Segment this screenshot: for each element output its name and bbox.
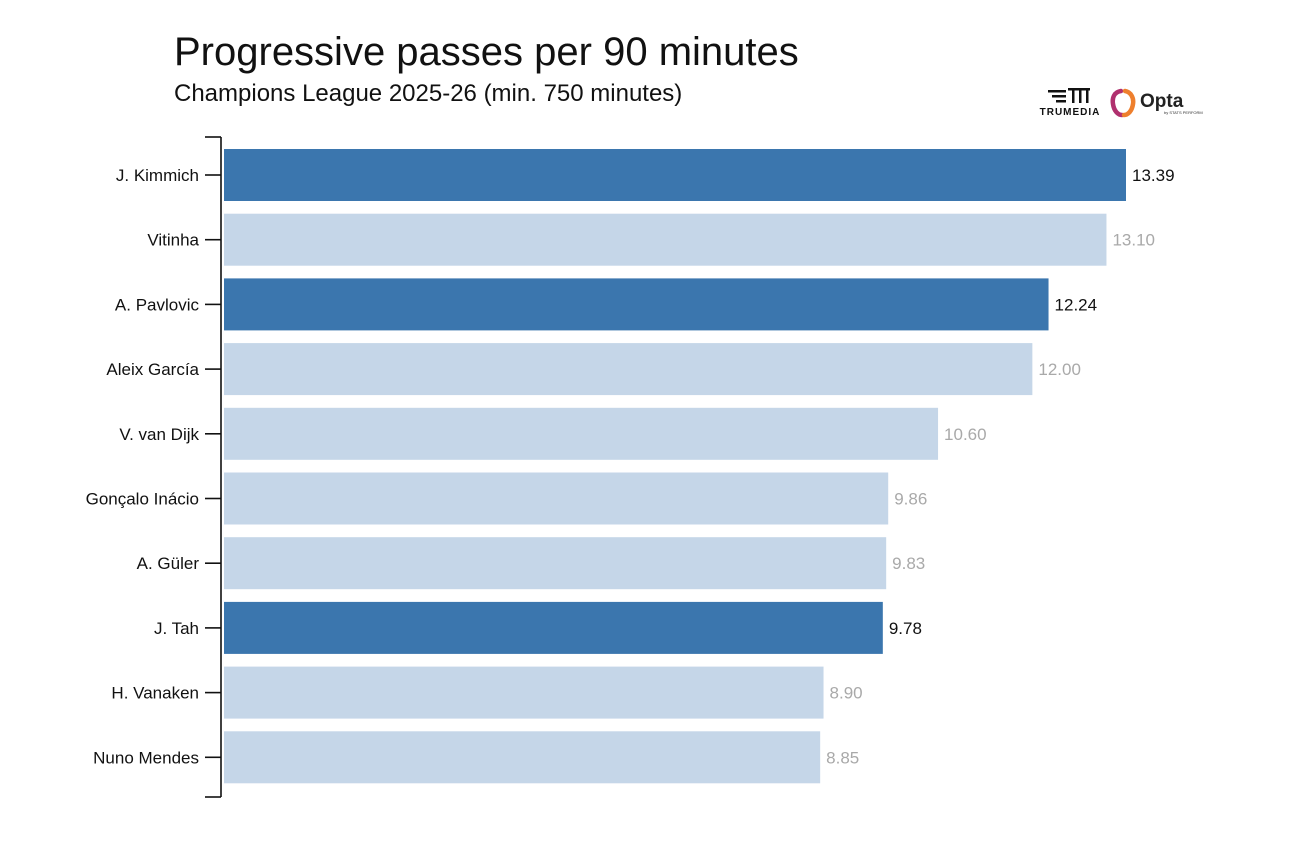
y-tick-label: H. Vanaken: [111, 684, 199, 703]
labels: J. Kimmich 13.39 Vitinha 13.10 A. Pavlovic 12…: [86, 166, 1175, 767]
chart-subtitle: Champions League 2025-26 (min. 750 minut…: [174, 80, 683, 107]
bar-value-label: 8.85: [826, 748, 859, 767]
bars: [224, 149, 1126, 784]
y-tick-label: A. Pavlovic: [115, 295, 200, 314]
y-tick-label: Gonçalo Inácio: [86, 490, 199, 509]
opta-logo-subtext: by STATS PERFORM: [1164, 110, 1203, 115]
bar: [224, 472, 889, 525]
bar-value-label: 9.83: [892, 554, 925, 573]
y-tick-label: Vitinha: [147, 231, 199, 250]
opta-logo: Opta by STATS PERFORM: [1110, 86, 1203, 122]
y-tick-label: Aleix García: [106, 360, 199, 379]
bar: [224, 407, 939, 460]
y-tick-label: A. Güler: [137, 554, 200, 573]
bar: [224, 278, 1049, 331]
bar-value-label: 8.90: [830, 684, 863, 703]
bar: [224, 213, 1107, 266]
y-tick-label: Nuno Mendes: [93, 748, 199, 767]
bar: [224, 343, 1033, 396]
bar-value-label: 9.78: [889, 619, 922, 638]
bar-value-label: 12.24: [1055, 295, 1098, 314]
opta-logo-text: Opta: [1140, 91, 1184, 112]
y-tick-label: V. van Dijk: [119, 425, 199, 444]
chart-title: Progressive passes per 90 minutes: [174, 30, 799, 74]
bar: [224, 666, 824, 719]
opta-logo-icon: [1110, 88, 1136, 118]
y-tick-label: J. Tah: [154, 619, 199, 638]
bar-value-label: 13.10: [1112, 231, 1155, 250]
trumedia-logo-icon: [1048, 88, 1090, 103]
y-axis: [205, 136, 222, 798]
bar: [224, 731, 821, 784]
bar-value-label: 13.39: [1132, 166, 1175, 185]
trumedia-logo-text: TRUMEDIA: [1039, 107, 1101, 118]
bar-value-label: 10.60: [944, 425, 987, 444]
bar: [224, 537, 887, 590]
y-tick-label: J. Kimmich: [116, 166, 199, 185]
bar: [224, 601, 883, 654]
bar-value-label: 9.86: [894, 490, 927, 509]
bar: [224, 149, 1126, 201]
bar-value-label: 12.00: [1038, 360, 1081, 379]
trumedia-logo: TRUMEDIA: [1034, 86, 1106, 122]
